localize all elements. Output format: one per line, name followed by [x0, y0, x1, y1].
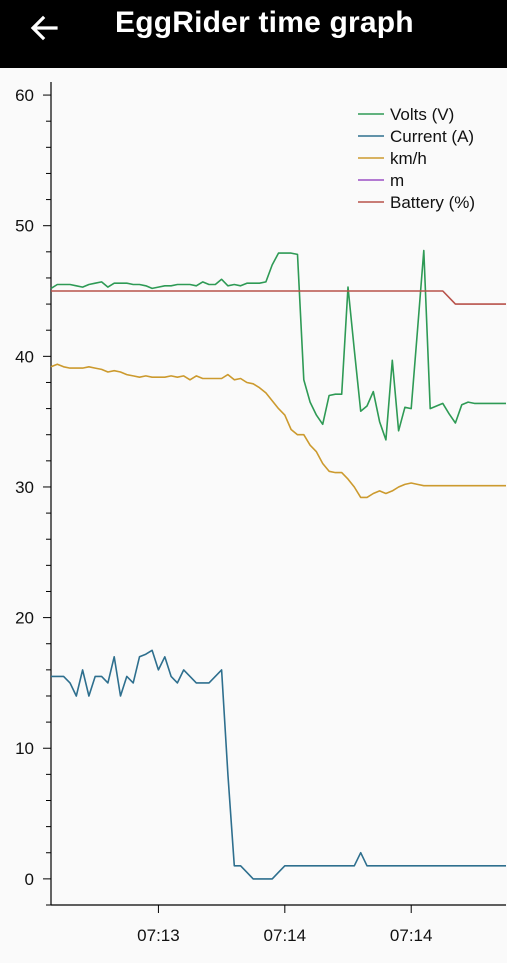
page-title: EggRider time graph	[115, 6, 414, 39]
y-tick-label: 60	[15, 86, 34, 105]
series-line-4	[51, 290, 506, 305]
app-bar: EggRider time graph	[0, 0, 507, 68]
x-tick-label: 07:14	[390, 926, 433, 945]
legend-label: Battery (%)	[390, 193, 475, 212]
legend-label: m	[390, 171, 404, 190]
time-graph-chart: 0 10 20 30 40 50 60 07:13 07:14 07:14 Volts (V) Cur…	[15, 82, 506, 945]
y-tick-label: 0	[25, 870, 34, 889]
x-tick-label: 07:14	[264, 926, 307, 945]
x-tick-label: 07:13	[137, 926, 180, 945]
legend-label: Volts (V)	[390, 105, 454, 124]
legend-label: Current (A)	[390, 127, 474, 146]
y-tick-label: 30	[15, 478, 34, 497]
y-tick-label: 40	[15, 347, 34, 366]
y-tick-label: 10	[15, 739, 34, 758]
series-line-0	[50, 249, 506, 441]
y-tick-label: 50	[15, 217, 34, 236]
chart-area: 0 10 20 30 40 50 60 07:13 07:14 07:14 Volts (V) Cur…	[0, 68, 507, 958]
back-button[interactable]	[24, 8, 64, 48]
legend-label: km/h	[390, 149, 427, 168]
y-tick-label: 20	[15, 609, 34, 628]
arrow-left-icon	[30, 15, 58, 41]
series-line-1	[51, 649, 506, 880]
series-line-2	[50, 363, 506, 499]
